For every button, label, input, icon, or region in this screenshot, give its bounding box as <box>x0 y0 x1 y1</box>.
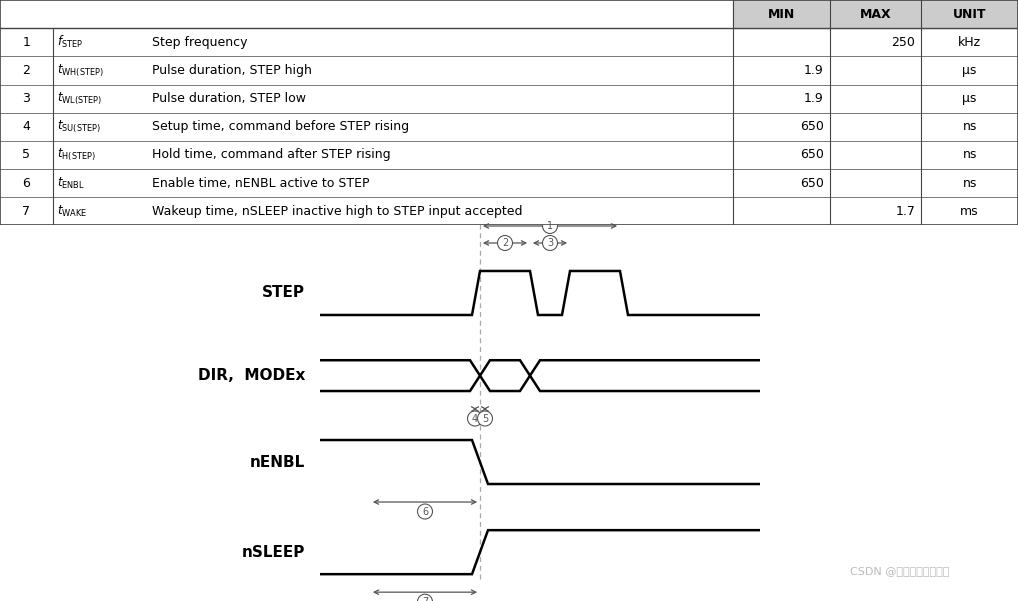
Circle shape <box>417 504 433 519</box>
Text: $f_{\mathrm{STEP}}$: $f_{\mathrm{STEP}}$ <box>57 34 83 50</box>
Text: ns: ns <box>962 120 977 133</box>
Text: 650: 650 <box>800 148 824 162</box>
Text: Setup time, command before STEP rising: Setup time, command before STEP rising <box>152 120 409 133</box>
Text: $t_{\mathrm{WAKE}}$: $t_{\mathrm{WAKE}}$ <box>57 204 88 219</box>
Text: $t_{\mathrm{ENBL}}$: $t_{\mathrm{ENBL}}$ <box>57 175 86 191</box>
Circle shape <box>417 594 433 601</box>
Text: 1: 1 <box>22 35 31 49</box>
Text: CSDN @单片机代码搬运工: CSDN @单片机代码搬运工 <box>850 566 950 576</box>
Text: 6: 6 <box>22 177 31 190</box>
Circle shape <box>467 411 483 426</box>
Text: 1: 1 <box>547 221 553 231</box>
Text: 650: 650 <box>800 120 824 133</box>
Text: Hold time, command after STEP rising: Hold time, command after STEP rising <box>152 148 390 162</box>
Text: 650: 650 <box>800 177 824 190</box>
Text: 2: 2 <box>502 238 508 248</box>
Text: 5: 5 <box>22 148 31 162</box>
Text: kHz: kHz <box>958 35 981 49</box>
Text: μs: μs <box>962 92 977 105</box>
Circle shape <box>543 236 558 251</box>
Text: DIR,  MODEx: DIR, MODEx <box>197 368 305 383</box>
Text: $t_{\mathrm{WH(STEP)}}$: $t_{\mathrm{WH(STEP)}}$ <box>57 63 104 79</box>
Text: 250: 250 <box>892 35 915 49</box>
Text: μs: μs <box>962 64 977 77</box>
Bar <box>733 0 1018 28</box>
Text: UNIT: UNIT <box>953 8 986 20</box>
Text: STEP: STEP <box>262 285 305 300</box>
Text: 1.9: 1.9 <box>804 92 824 105</box>
Text: Step frequency: Step frequency <box>152 35 247 49</box>
Circle shape <box>498 236 512 251</box>
Text: ms: ms <box>960 205 979 218</box>
Text: nENBL: nENBL <box>249 454 305 469</box>
Text: nSLEEP: nSLEEP <box>241 545 305 560</box>
Text: $t_{\mathrm{H(STEP)}}$: $t_{\mathrm{H(STEP)}}$ <box>57 147 96 163</box>
Text: Wakeup time, nSLEEP inactive high to STEP input accepted: Wakeup time, nSLEEP inactive high to STE… <box>152 205 522 218</box>
Circle shape <box>543 219 558 233</box>
Text: $t_{\mathrm{SU(STEP)}}$: $t_{\mathrm{SU(STEP)}}$ <box>57 118 101 135</box>
Text: Pulse duration, STEP low: Pulse duration, STEP low <box>152 92 305 105</box>
Text: 7: 7 <box>421 597 429 601</box>
Text: 4: 4 <box>22 120 31 133</box>
Text: 1.9: 1.9 <box>804 64 824 77</box>
Text: ns: ns <box>962 148 977 162</box>
Text: MAX: MAX <box>859 8 892 20</box>
Text: 2: 2 <box>22 64 31 77</box>
Text: MIN: MIN <box>768 8 795 20</box>
Text: $t_{\mathrm{WL(STEP)}}$: $t_{\mathrm{WL(STEP)}}$ <box>57 90 103 107</box>
Text: 5: 5 <box>482 413 488 424</box>
Text: 7: 7 <box>22 205 31 218</box>
Text: 6: 6 <box>421 507 428 516</box>
Text: Enable time, nENBL active to STEP: Enable time, nENBL active to STEP <box>152 177 370 190</box>
Text: ns: ns <box>962 177 977 190</box>
Text: Pulse duration, STEP high: Pulse duration, STEP high <box>152 64 312 77</box>
Text: 4: 4 <box>472 413 478 424</box>
Text: 1.7: 1.7 <box>895 205 915 218</box>
Text: 3: 3 <box>547 238 553 248</box>
Circle shape <box>477 411 493 426</box>
Text: 3: 3 <box>22 92 31 105</box>
